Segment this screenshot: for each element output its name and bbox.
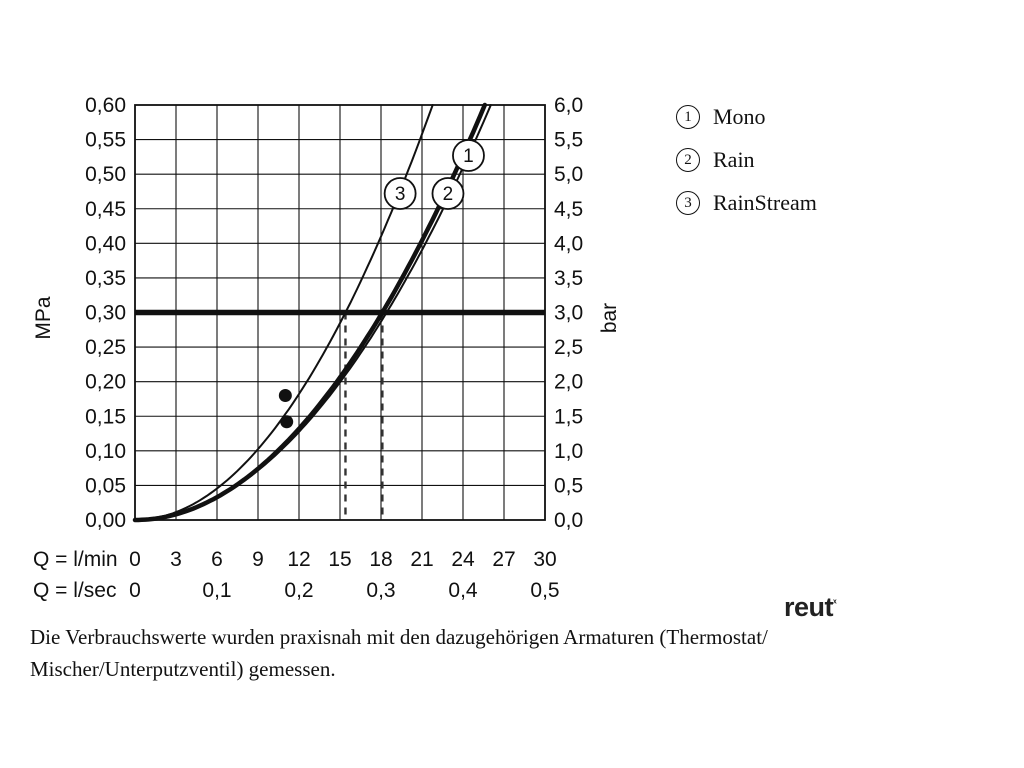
svg-text:4,0: 4,0 (554, 232, 583, 255)
svg-text:4,5: 4,5 (554, 198, 583, 221)
guide-lines (344, 312, 384, 520)
legend-label: RainStream (713, 190, 817, 215)
curve-label-circle-3 (383, 177, 417, 210)
logo-mark: ˣ (833, 598, 837, 609)
svg-text:Q = l/min: Q = l/min (33, 548, 118, 571)
svg-text:3: 3 (395, 184, 406, 205)
svg-text:0: 0 (129, 579, 141, 602)
curve-label-circle-2 (431, 177, 465, 210)
svg-text:1,0: 1,0 (554, 440, 583, 463)
svg-text:12: 12 (287, 548, 310, 571)
svg-text:0,25: 0,25 (85, 336, 126, 359)
svg-text:0,50: 0,50 (85, 163, 126, 186)
svg-text:5,0: 5,0 (554, 163, 583, 186)
svg-text:0,0: 0,0 (554, 509, 583, 532)
svg-text:0,20: 0,20 (85, 371, 126, 394)
svg-text:0,4: 0,4 (448, 579, 478, 602)
curve-label-circle-1 (452, 139, 485, 172)
svg-text:3: 3 (170, 548, 182, 571)
curve-rain (132, 102, 488, 523)
svg-text:0,1: 0,1 (202, 579, 231, 602)
svg-text:2: 2 (443, 184, 454, 205)
axis-unit-labels: Q = l/min Q = l/sec MPa bar (32, 296, 621, 602)
svg-text:0,35: 0,35 (85, 267, 126, 290)
svg-text:0,40: 0,40 (85, 232, 126, 255)
svg-text:27: 27 (492, 548, 515, 571)
svg-text:18: 18 (369, 548, 392, 571)
legend-number-circle: 1 (676, 105, 700, 129)
legend-label: Rain (713, 147, 755, 172)
svg-text:24: 24 (451, 548, 475, 571)
axis-tick-labels: 0,00 0,00,05 0,50,10 1,00,15 1,50,20 2,00,25 2… (85, 94, 583, 602)
svg-text:5,5: 5,5 (554, 129, 583, 152)
svg-text:0,05: 0,05 (85, 474, 126, 497)
reut-logo: reutˣ (784, 592, 837, 623)
svg-text:bar: bar (598, 303, 621, 333)
legend-label: Mono (713, 104, 766, 129)
svg-text:0,5: 0,5 (554, 474, 583, 497)
flow-pressure-chart: 0,00 0,00,05 0,50,10 1,00,15 1,50,20 2,00,25 2… (32, 94, 621, 602)
legend-number-circle: 2 (676, 148, 700, 172)
svg-text:9: 9 (252, 548, 264, 571)
svg-text:6: 6 (211, 548, 223, 571)
svg-text:0,15: 0,15 (85, 405, 126, 428)
svg-text:2,5: 2,5 (554, 336, 583, 359)
legend: 1 Mono 2 Rain 3 RainStream (676, 104, 817, 233)
svg-text:MPa: MPa (32, 296, 55, 340)
svg-text:0,3: 0,3 (366, 579, 395, 602)
footnote: Die Verbrauchswerte wurden praxisnah mit… (30, 622, 950, 685)
curve-rainstream (134, 104, 434, 521)
footnote-line: Die Verbrauchswerte wurden praxisnah mit… (30, 625, 768, 649)
svg-text:2,0: 2,0 (554, 371, 583, 394)
legend-item-rain: 2 Rain (676, 147, 817, 173)
svg-text:1,5: 1,5 (554, 405, 583, 428)
svg-text:0,2: 0,2 (284, 579, 313, 602)
svg-text:0,30: 0,30 (85, 302, 126, 325)
svg-text:0,00: 0,00 (85, 509, 126, 532)
svg-text:0,5: 0,5 (530, 579, 559, 602)
svg-text:0,60: 0,60 (85, 94, 126, 117)
legend-number-circle: 3 (676, 191, 700, 215)
svg-text:0: 0 (129, 548, 141, 571)
svg-text:Q = l/sec: Q = l/sec (33, 579, 116, 602)
svg-text:0,55: 0,55 (85, 129, 126, 152)
svg-text:3,5: 3,5 (554, 267, 583, 290)
footnote-line: Mischer/Unterputzventil) gemessen. (30, 656, 336, 681)
svg-text:6,0: 6,0 (554, 94, 583, 117)
legend-item-rainstream: 3 RainStream (676, 190, 817, 216)
logo-text: reut (784, 592, 834, 622)
series-curve-labels: 12 3 (383, 139, 485, 210)
svg-text:30: 30 (533, 548, 556, 571)
curves (132, 102, 492, 523)
svg-text:0,45: 0,45 (85, 198, 126, 221)
svg-text:21: 21 (410, 548, 433, 571)
data-points (278, 389, 294, 429)
svg-text:15: 15 (328, 548, 351, 571)
svg-text:3,0: 3,0 (554, 302, 583, 325)
legend-item-mono: 1 Mono (676, 104, 817, 130)
svg-text:1: 1 (463, 146, 474, 167)
svg-text:0,10: 0,10 (85, 440, 126, 463)
